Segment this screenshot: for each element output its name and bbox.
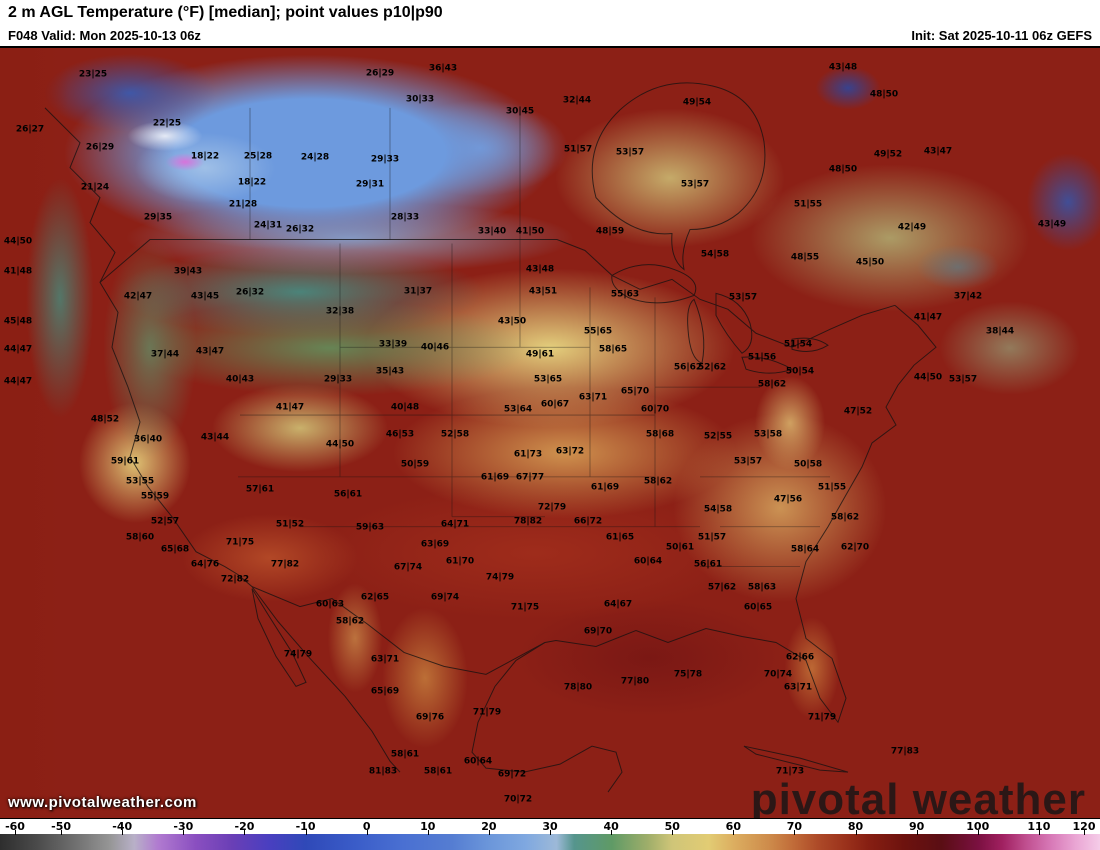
colorbar-tick-label: 70: [786, 820, 803, 833]
colorbar-tick: [794, 830, 796, 835]
colorbar-tick: [427, 830, 429, 835]
colorbar-tick: [1038, 830, 1040, 835]
colorbar-tick: [977, 830, 979, 835]
colorbar-tick-label: -10: [295, 820, 316, 833]
subtitle-bar: F048 Valid: Mon 2025-10-13 06z Init: Sat…: [0, 26, 1100, 46]
colorbar-tick-label: -20: [234, 820, 255, 833]
temperature-fill-layer: [0, 48, 1100, 818]
map-title: 2 m AGL Temperature (°F) [median]; point…: [8, 4, 443, 21]
colorbar-tick: [672, 830, 674, 835]
weather-map: [0, 46, 1100, 818]
title-bar: 2 m AGL Temperature (°F) [median]; point…: [0, 0, 1100, 26]
colorbar-tick-label: 60: [725, 820, 741, 833]
colorbar-tick-label: -30: [173, 820, 194, 833]
colorbar-tick-label: 100: [966, 820, 990, 833]
colorbar-tick: [488, 830, 490, 835]
colorbar-tick-label: 10: [420, 820, 436, 833]
colorbar-tick-label: 90: [909, 820, 925, 833]
colorbar-tick: [15, 830, 16, 835]
colorbar-tick-label: 40: [603, 820, 619, 833]
colorbar-ticks: -60 -50 -40 -30 -20 -10 0 10 20 30 40 50 60 70 80 90 100…: [0, 819, 1100, 850]
colorbar-tick: [733, 830, 735, 835]
colorbar-tick-label: 30: [542, 820, 558, 833]
colorbar-tick: [916, 830, 918, 835]
colorbar-tick-label: 20: [481, 820, 497, 833]
colorbar-tick: [550, 830, 551, 835]
colorbar-tick-label: -50: [51, 820, 72, 833]
valid-time-label: F048 Valid: Mon 2025-10-13 06z: [8, 28, 201, 43]
colorbar-tick-label: -40: [112, 820, 133, 833]
colorbar-tick-label: -60: [5, 820, 25, 833]
init-time-label: Init: Sat 2025-10-11 06z GEFS: [911, 28, 1092, 43]
colorbar-tick: [244, 830, 246, 835]
colorbar-tick: [122, 830, 124, 835]
colorbar-tick-label: 80: [847, 820, 864, 833]
map-borders: [44, 82, 937, 793]
watermark-url: www.pivotalweather.com: [8, 794, 197, 811]
colorbar-tick-label: 120: [1072, 820, 1096, 833]
colorbar: -60 -50 -40 -30 -20 -10 0 10 20 30 40 50 60 70 80 90 100…: [0, 818, 1100, 850]
watermark-logo: pivotal weather: [750, 775, 1086, 824]
colorbar-tick: [366, 830, 368, 835]
colorbar-tick-label: 110: [1027, 820, 1051, 833]
colorbar-tick: [611, 830, 613, 835]
colorbar-tick: [183, 830, 185, 835]
colorbar-tick: [1084, 830, 1085, 835]
colorbar-tick: [855, 830, 857, 835]
colorbar-tick: [61, 830, 63, 835]
colorbar-gradient: [0, 834, 1100, 850]
colorbar-tick-label: 50: [664, 820, 680, 833]
colorbar-tick-label: 0: [362, 820, 371, 833]
colorbar-tick: [305, 830, 307, 835]
